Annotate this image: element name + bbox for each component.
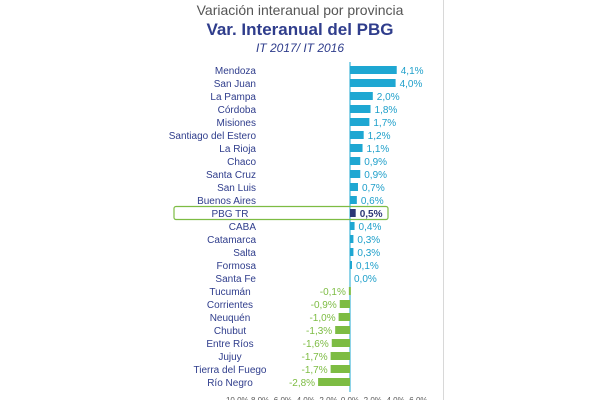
category-label: Santa Fe: [215, 274, 256, 285]
x-tick-label: 4,0%: [386, 396, 404, 400]
bar: [318, 378, 350, 386]
value-label: 1,2%: [368, 131, 391, 142]
category-label: Formosa: [217, 261, 257, 272]
value-label: 0,3%: [357, 235, 380, 246]
category-label: Misiones: [217, 118, 256, 129]
category-label: Neuquén: [210, 313, 251, 324]
bar: [350, 92, 373, 100]
bar: [330, 352, 350, 360]
category-label: Salta: [233, 248, 256, 259]
value-label: -1,6%: [303, 339, 329, 350]
chart-title: Var. Interanual del PBG: [206, 20, 394, 39]
value-label: 0,1%: [356, 261, 379, 272]
value-label: -1,3%: [306, 326, 332, 337]
x-tick-label: -10,0%: [223, 396, 248, 400]
value-label: -0,9%: [311, 300, 337, 311]
bar: [350, 170, 361, 178]
value-label: 0,4%: [359, 222, 382, 233]
bar: [350, 196, 357, 204]
bar: [350, 66, 397, 74]
x-tick-label: -8,0%: [248, 396, 269, 400]
category-label: Santiago del Estero: [169, 131, 257, 142]
bar: [350, 131, 364, 139]
x-tick-label: 6,0%: [409, 396, 427, 400]
bar: [335, 326, 350, 334]
highlight-box: [173, 205, 389, 221]
value-label: 1,7%: [373, 118, 396, 129]
value-label: 0,0%: [354, 274, 377, 285]
category-label: La Pampa: [210, 92, 256, 103]
bar: [339, 300, 350, 308]
chart-supertitle: Variación interanual por provincia: [196, 2, 404, 18]
value-label: 4,1%: [401, 66, 424, 77]
x-tick-label: -6,0%: [271, 396, 292, 400]
value-label: 1,8%: [375, 105, 398, 116]
value-label: -1,7%: [301, 352, 327, 363]
x-tick-label: -4,0%: [294, 396, 315, 400]
category-label: Entre Ríos: [206, 339, 253, 350]
value-label: 1,1%: [367, 144, 390, 155]
category-label: CABA: [229, 222, 257, 233]
x-tick-label: 2,0%: [364, 396, 382, 400]
panel-border: [443, 0, 444, 400]
category-label: La Rioja: [219, 144, 256, 155]
value-label: 0,6%: [361, 196, 384, 207]
value-label: 4,0%: [400, 79, 423, 90]
bar: [350, 209, 356, 217]
category-label: Chubut: [214, 326, 246, 337]
category-label: PBG TR: [211, 209, 248, 220]
value-label: -2,8%: [289, 378, 315, 389]
bar: [350, 235, 354, 243]
bar: [350, 222, 355, 230]
category-label: Catamarca: [207, 235, 256, 246]
value-label: 0,7%: [362, 183, 385, 194]
bar: [350, 79, 396, 87]
category-label: Chaco: [227, 157, 256, 168]
bar: [331, 339, 350, 347]
category-label: Jujuy: [218, 352, 241, 363]
value-label: 0,9%: [364, 170, 387, 181]
x-tick-label: 0,0%: [341, 396, 359, 400]
category-label: Buenos Aires: [197, 196, 256, 207]
bar: [348, 287, 351, 295]
value-label: 0,3%: [357, 248, 380, 259]
x-tick-label: -2,0%: [317, 396, 338, 400]
bar: [350, 118, 370, 126]
bar: [350, 105, 371, 113]
category-label: Tierra del Fuego: [194, 365, 267, 376]
value-label: -0,1%: [320, 287, 346, 298]
category-label: San Juan: [214, 79, 256, 90]
category-label: San Luis: [217, 183, 256, 194]
bar: [350, 157, 361, 165]
category-label: Tucumán: [209, 287, 250, 298]
category-label: Corrientes: [207, 300, 253, 311]
category-label: Mendoza: [215, 66, 257, 77]
value-label: 2,0%: [377, 92, 400, 103]
value-label: -1,7%: [301, 365, 327, 376]
category-label: Río Negro: [207, 378, 253, 389]
bar: [330, 365, 350, 373]
value-label: 0,5%: [360, 209, 383, 220]
category-label: Córdoba: [218, 105, 257, 116]
bar: [350, 183, 358, 191]
bar: [350, 261, 352, 269]
bar: [350, 144, 363, 152]
value-label: 0,9%: [364, 157, 387, 168]
bar: [338, 313, 350, 321]
chart-subtitle: IT 2017/ IT 2016: [255, 41, 345, 55]
category-label: Santa Cruz: [206, 170, 256, 181]
value-label: -1,0%: [309, 313, 335, 324]
bar: [350, 248, 354, 256]
